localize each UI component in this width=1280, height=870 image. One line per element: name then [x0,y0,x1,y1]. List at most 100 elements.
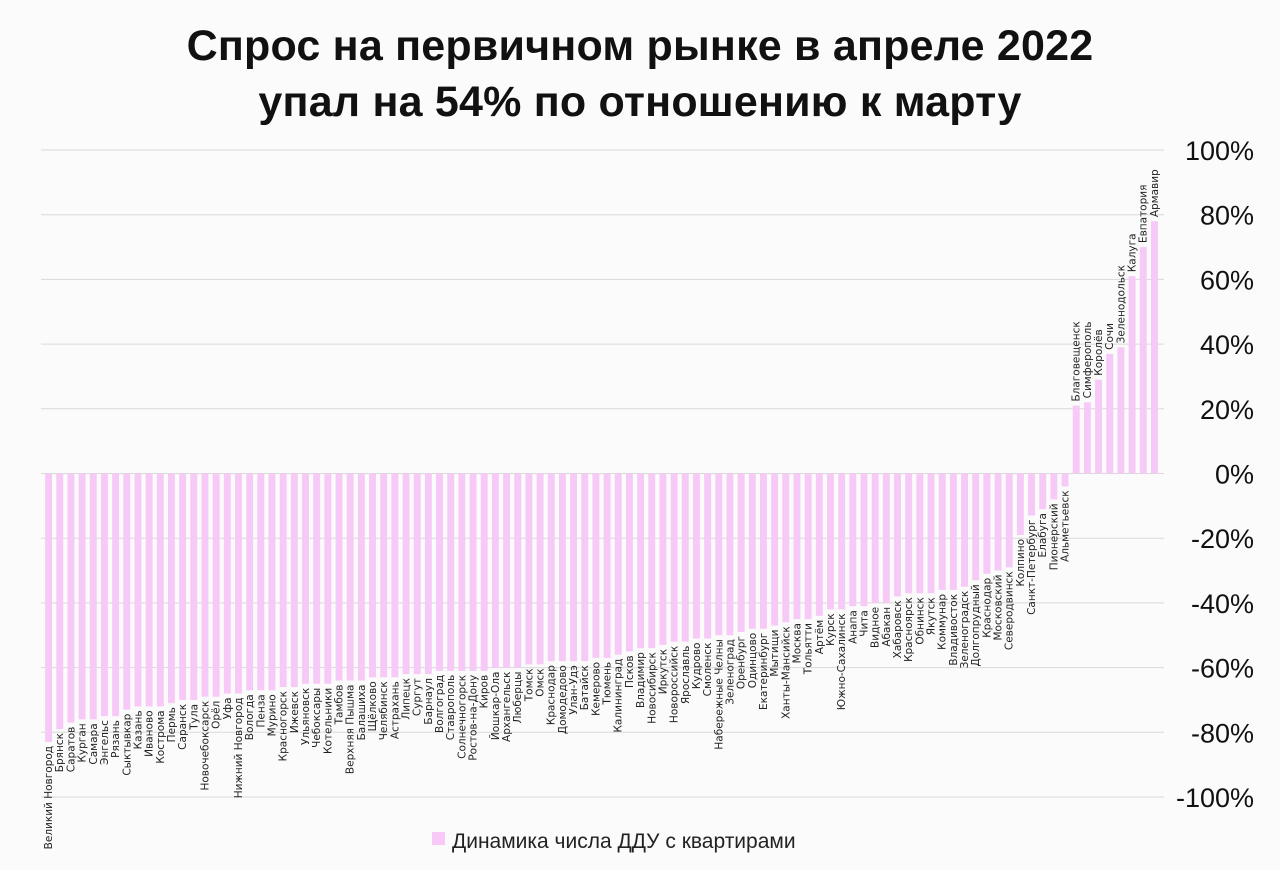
category-label: Оренбург [736,636,748,689]
category-label: Новосибирск [646,652,658,724]
category-label: Симферополь [1082,322,1094,399]
category-label: Калининград [613,659,625,733]
category-label: Саранск [177,704,189,750]
category-label: Курган [77,723,89,762]
bar [1128,276,1136,474]
category-label: Томск [523,668,535,702]
bar [514,473,522,668]
bar [938,473,946,590]
bar [1039,473,1047,510]
category-label: Нижний Новгород [233,697,245,798]
bar [547,473,555,662]
bar [894,473,901,597]
category-label: Казань [132,710,144,749]
category-label: Мытищи [769,630,781,677]
bar [357,473,365,681]
bar [949,473,957,590]
category-label: Тамбов [334,685,346,726]
category-label: Смоленск [702,642,714,696]
category-label: Ижевск [289,691,301,733]
bar [436,473,443,671]
bar [1072,405,1080,474]
bar [536,473,544,665]
category-label: Новочебоксарск [199,701,211,791]
category-label: Чита [859,610,871,637]
category-label: Новороссийск [669,646,681,723]
bar [223,473,231,694]
category-label: Саратов [65,727,77,773]
category-label: Кудрово [691,642,703,689]
category-label: Архангельск [501,672,513,742]
bar [849,473,857,607]
bar [424,473,432,675]
category-label: Псков [624,655,636,688]
category-label: Московский [993,575,1005,641]
category-label: Колпино [1015,539,1027,587]
bar [324,473,332,684]
bar [782,473,790,623]
category-label: Волгоград [434,675,446,733]
bar [335,473,343,681]
category-label: Сочи [1104,323,1116,350]
y-tick-label: -100% [1176,783,1254,813]
chart-title: Спрос на первичном рынке в апреле 2022 у… [0,18,1280,130]
bar [1117,347,1125,474]
category-label: Котельники [322,688,334,754]
bar [592,473,600,658]
bar [983,473,991,574]
category-label: Йошкар-Ола [489,672,502,741]
category-label: Тольятти [803,623,815,675]
category-label: Батайск [579,665,591,710]
bar [112,473,120,717]
category-label: Кемерово [590,662,602,716]
category-label: Энгельс [99,720,111,765]
category-label: Видное [870,607,882,648]
category-label: Уфа [222,697,234,719]
category-label: Улан-Удэ [568,665,580,715]
bar [1139,247,1147,474]
category-label: Благовещенск [1071,321,1083,401]
category-label: Вологда [244,694,256,740]
category-label: Королёв [1093,329,1105,375]
bar [145,473,153,707]
bar [78,473,86,720]
bar [190,473,198,700]
bar [246,473,254,691]
bar [927,473,935,594]
category-label: Хабаровск [892,600,904,658]
category-label: Чебоксары [311,688,323,748]
bar [670,473,678,642]
bar [715,473,723,636]
category-label: Киров [479,675,491,709]
category-label: Ставрополь [445,675,457,740]
category-label: Мурино [266,694,278,736]
bar [458,473,466,671]
y-tick-label: 60% [1200,265,1254,295]
y-tick-label: 80% [1200,201,1254,231]
bar [793,473,801,620]
y-tick-label: 0% [1215,460,1254,490]
bar [380,473,388,678]
bar [961,473,968,587]
bar [692,473,700,639]
bar [100,473,108,717]
bar [1150,221,1158,474]
category-label: Балашиха [356,685,368,741]
legend: Динамика числа ДДУ с квартирами [432,830,796,853]
category-label: Пионерский [1048,503,1060,570]
bar [1106,353,1114,474]
bar [45,473,53,742]
bar [838,473,846,610]
category-label: Одинцово [747,633,759,688]
category-label: Краснодар [981,577,993,637]
bar [648,473,656,649]
bar [771,473,779,626]
category-label: Домодедово [557,665,569,734]
category-label: Елабуга [1037,513,1049,557]
bar [558,473,566,662]
bar [916,473,924,594]
bar [581,473,589,662]
y-tick-label: -80% [1191,718,1254,748]
bar [503,473,511,668]
bar [268,473,276,691]
